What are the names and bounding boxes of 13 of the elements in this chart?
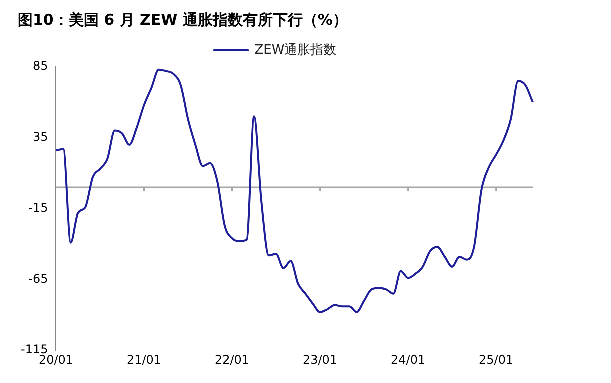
legend-label: ZEW通胀指数 bbox=[254, 42, 337, 58]
x-tick-label: 22/01 bbox=[214, 352, 250, 367]
x-tick-label: 21/01 bbox=[126, 352, 162, 367]
y-tick-label: -65 bbox=[28, 272, 48, 286]
x-tick-label: 24/01 bbox=[391, 352, 426, 367]
y-tick-label: 35 bbox=[32, 130, 48, 144]
y-tick-label: 85 bbox=[32, 59, 48, 74]
x-tick-label: 23/01 bbox=[302, 352, 338, 367]
chart-title: 图10：美国 6 月 ZEW 通胀指数有所下行（%） bbox=[18, 10, 348, 29]
x-tick-label: 20/01 bbox=[38, 352, 74, 367]
line-series bbox=[55, 68, 534, 314]
y-tick-label: -15 bbox=[28, 200, 48, 215]
x-tick-label: 25/01 bbox=[479, 352, 514, 367]
